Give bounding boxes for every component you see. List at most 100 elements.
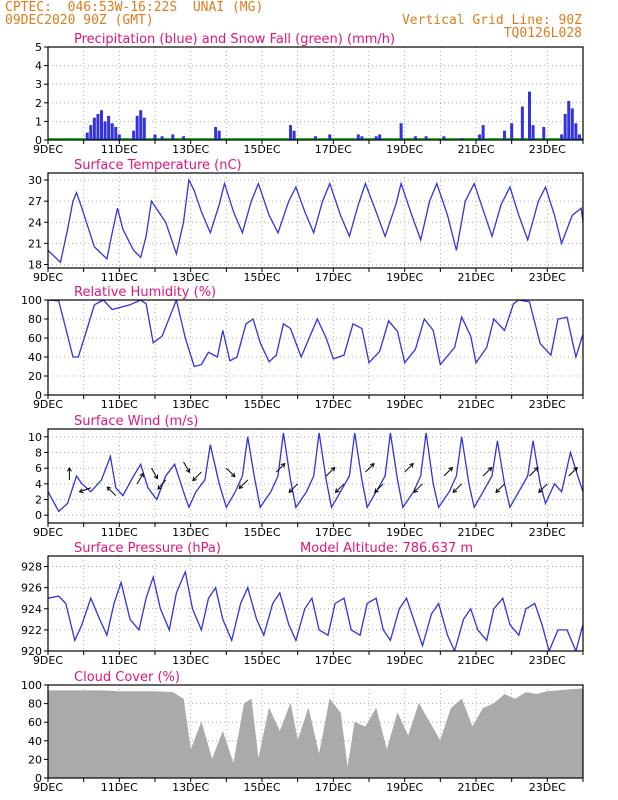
precip-bar — [110, 123, 114, 140]
y-tick-label: 0 — [35, 772, 42, 785]
x-tick-label: 15DEC — [243, 143, 280, 156]
wind-arrow-head — [533, 466, 539, 472]
x-tick-label: 23DEC — [529, 143, 566, 156]
x-tick-label: 15DEC — [243, 781, 280, 794]
y-tick-label: 40 — [28, 735, 42, 748]
x-tick-label: 13DEC — [172, 781, 209, 794]
wind-arrow-shaft — [482, 467, 492, 477]
header-grid-note: Vertical Grid Line: 90Z — [401, 13, 582, 28]
header-location: CPTEC: 046:53W-16:22S UNAI (MG) — [5, 0, 264, 15]
precip-bar — [570, 108, 574, 140]
y-tick-label: 8 — [35, 447, 42, 460]
precip-bar — [520, 106, 524, 140]
series-line — [48, 432, 583, 513]
precip-bar — [560, 134, 564, 140]
wind-arrow-head — [495, 488, 501, 494]
y-tick-label: 100 — [21, 679, 42, 692]
x-tick-label: 21DEC — [457, 526, 494, 539]
wind-arrow-shaft — [225, 467, 236, 478]
plot-data — [48, 688, 583, 778]
precip-bar — [378, 134, 382, 140]
precip-bar — [96, 113, 100, 140]
y-tick-label: 922 — [21, 624, 42, 637]
y-tick-label: 0 — [35, 389, 42, 402]
x-tick-label: 21DEC — [457, 654, 494, 667]
wind-arrow-shaft — [335, 483, 345, 493]
wind-arrow-head — [374, 488, 379, 494]
panel-title-model_alt: Model Altitude: 786.637 m — [300, 541, 473, 556]
y-tick-label: 60 — [28, 332, 42, 345]
wind-arrow-head — [139, 472, 144, 478]
x-tick-label: 13DEC — [172, 398, 209, 411]
x-tick-label: 17DEC — [315, 271, 352, 284]
y-tick-label: 4 — [35, 60, 42, 73]
precip-bar — [100, 110, 103, 140]
series-line — [48, 300, 583, 368]
y-tick-label: 1 — [35, 115, 42, 128]
x-tick-label: 9DEC — [33, 526, 63, 539]
panel-title-precip: Precipitation (blue) and Snow Fall (gree… — [74, 32, 395, 47]
wind-arrow-shaft — [413, 483, 423, 493]
wind-arrow-head — [66, 466, 72, 472]
x-tick-label: 15DEC — [243, 271, 280, 284]
wind-arrow-head — [413, 488, 419, 494]
plot-frame — [47, 299, 584, 396]
precip-bar — [478, 134, 482, 140]
x-tick-label: 19DEC — [386, 271, 423, 284]
y-tick-label: 18 — [28, 258, 42, 271]
y-tick-label: 926 — [21, 582, 42, 595]
wind-arrow-shaft — [452, 483, 463, 493]
x-tick-label: 11DEC — [101, 781, 138, 794]
wind-arrow-shaft — [495, 483, 505, 493]
precip-bar — [528, 91, 531, 140]
precip-bar — [531, 125, 535, 140]
y-tick-label: 6 — [35, 462, 42, 475]
plot-data — [48, 300, 583, 368]
precip-bar — [92, 117, 96, 140]
precip-bar — [542, 126, 546, 140]
precip-bar — [114, 126, 118, 140]
wind-arrow-head — [538, 488, 543, 494]
x-tick-label: 11DEC — [101, 143, 138, 156]
x-tick-label: 21DEC — [457, 143, 494, 156]
x-tick-label: 9DEC — [33, 143, 63, 156]
wind-arrow-shaft — [183, 461, 190, 473]
y-tick-label: 40 — [28, 351, 42, 364]
wind-arrow-head — [448, 466, 454, 472]
x-tick-label: 19DEC — [386, 654, 423, 667]
x-tick-label: 21DEC — [457, 398, 494, 411]
panel-title-temp: Surface Temperature (nC) — [74, 158, 242, 173]
precip-bar — [314, 136, 317, 140]
plot-area — [48, 556, 583, 651]
x-tick-label: 15DEC — [243, 398, 280, 411]
x-tick-label: 21DEC — [457, 271, 494, 284]
precip-bar — [577, 134, 581, 140]
x-tick-label: 11DEC — [101, 526, 138, 539]
plot-area — [48, 300, 583, 395]
wind-arrow-head — [238, 484, 244, 490]
wind-arrow-shaft — [79, 487, 91, 493]
x-tick-label: 17DEC — [315, 526, 352, 539]
x-tick-label: 17DEC — [315, 781, 352, 794]
y-tick-label: 2 — [35, 97, 42, 110]
x-tick-label: 15DEC — [243, 526, 280, 539]
wind-arrow-head — [452, 488, 458, 494]
wind-arrow-head — [192, 476, 197, 482]
humidity-panel: Relative Humidity (%) 0 20 40 60 80 100 9DEC 11D… — [21, 285, 584, 411]
precip-bar — [160, 136, 164, 140]
precip-bar — [567, 100, 571, 140]
precip-bar — [135, 115, 139, 140]
precip-bar — [153, 134, 157, 140]
x-tick-label: 19DEC — [386, 781, 423, 794]
wind-arrow-head — [280, 462, 286, 468]
precip-bar — [328, 134, 332, 140]
x-tick-label: 11DEC — [101, 398, 138, 411]
precip-bar — [574, 123, 578, 140]
x-tick-label: 19DEC — [386, 143, 423, 156]
precip-bar — [132, 130, 136, 140]
y-tick-label: 20 — [28, 370, 42, 383]
cloud-area — [48, 688, 583, 778]
x-tick-label: 11DEC — [101, 654, 138, 667]
precip-bar — [107, 115, 111, 140]
